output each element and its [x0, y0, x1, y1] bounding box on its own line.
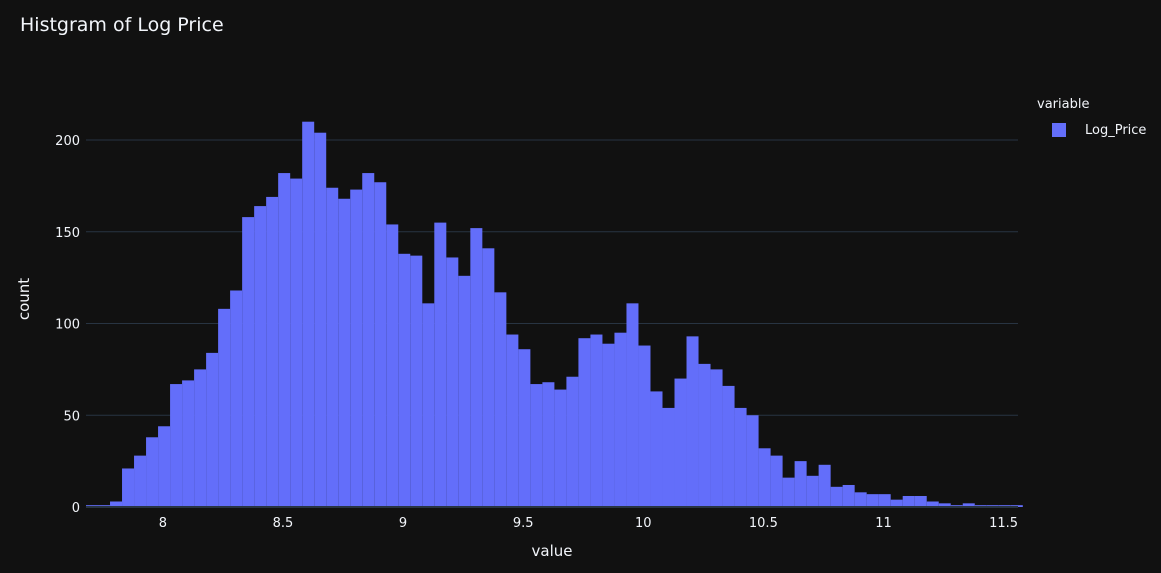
histogram-bar[interactable]: [602, 343, 615, 507]
histogram-bar[interactable]: [350, 189, 363, 507]
histogram-bar[interactable]: [566, 376, 579, 507]
histogram-bar[interactable]: [278, 173, 291, 507]
legend-item-log-price[interactable]: Log_Price: [1052, 120, 1146, 140]
histogram-bar[interactable]: [794, 461, 807, 507]
x-tick-label: 11: [875, 516, 892, 531]
histogram-bar[interactable]: [962, 503, 975, 507]
histogram-bar[interactable]: [230, 290, 243, 507]
histogram-bar[interactable]: [866, 494, 879, 507]
histogram-bar[interactable]: [614, 332, 627, 507]
histogram-bar[interactable]: [470, 228, 483, 507]
histogram-bar[interactable]: [146, 437, 159, 507]
y-tick-label: 50: [63, 409, 80, 424]
histogram-bar[interactable]: [302, 121, 315, 508]
x-tick-label: 11.5: [989, 516, 1018, 531]
x-tick-label: 9: [399, 516, 407, 531]
histogram-bar[interactable]: [206, 352, 219, 507]
histogram-bar[interactable]: [638, 345, 651, 507]
histogram-bar[interactable]: [830, 486, 843, 507]
y-tick-label: 100: [55, 318, 80, 333]
y-tick-label: 200: [55, 134, 80, 149]
histogram-bar[interactable]: [518, 349, 531, 507]
histogram-bar[interactable]: [662, 407, 675, 507]
histogram-bar[interactable]: [734, 407, 747, 507]
histogram-bar[interactable]: [818, 464, 831, 507]
histogram-bar[interactable]: [854, 492, 867, 507]
y-tick-label: 150: [55, 226, 80, 241]
histogram-bar[interactable]: [674, 378, 687, 507]
histogram-bar[interactable]: [722, 385, 735, 507]
histogram-bar[interactable]: [182, 380, 195, 507]
legend-title: variable: [1037, 97, 1090, 112]
histogram-bar[interactable]: [542, 382, 555, 507]
x-axis-title: value: [532, 542, 573, 560]
histogram-bar[interactable]: [242, 217, 255, 507]
histogram-bar[interactable]: [134, 455, 147, 507]
histogram-bar[interactable]: [758, 448, 771, 507]
bars-layer: [86, 121, 1023, 508]
histogram-bar[interactable]: [590, 334, 603, 507]
histogram-bar[interactable]: [386, 224, 399, 507]
histogram-bar[interactable]: [878, 494, 891, 507]
histogram-bar[interactable]: [554, 389, 567, 507]
chart-title: Histgram of Log Price: [20, 14, 224, 36]
histogram-bar[interactable]: [374, 182, 387, 508]
histogram-bar[interactable]: [842, 484, 855, 507]
x-tick-label: 10.5: [749, 516, 778, 531]
histogram-bar[interactable]: [770, 455, 783, 507]
legend-label: Log_Price: [1085, 122, 1147, 138]
histogram-bar[interactable]: [782, 477, 795, 507]
histogram-bar[interactable]: [458, 275, 471, 507]
histogram-bar[interactable]: [338, 198, 351, 507]
histogram-bar[interactable]: [266, 196, 279, 507]
histogram-bar[interactable]: [254, 206, 267, 508]
x-tick-label: 10: [635, 516, 652, 531]
histogram-bar[interactable]: [434, 222, 447, 507]
legend-swatch: [1052, 123, 1066, 137]
histogram-bar[interactable]: [578, 338, 591, 507]
x-tick-label: 8: [159, 516, 167, 531]
x-tick-label: 8.5: [273, 516, 294, 531]
histogram-bar[interactable]: [362, 173, 375, 507]
x-tick-labels: 8 8.5 9 9.5 10 10.5 11 11.5: [159, 516, 1018, 531]
histogram-bar[interactable]: [902, 495, 915, 507]
histogram-bar[interactable]: [290, 178, 303, 507]
histogram-bar[interactable]: [806, 475, 819, 507]
histogram-bar[interactable]: [422, 303, 435, 507]
histogram-bar[interactable]: [446, 257, 459, 507]
histogram-bar[interactable]: [710, 369, 723, 507]
histogram-bar[interactable]: [530, 384, 543, 507]
histogram-bar[interactable]: [938, 503, 951, 507]
y-tick-label: 0: [72, 501, 80, 516]
x-tick-label: 9.5: [513, 516, 534, 531]
histogram-bar[interactable]: [650, 391, 663, 507]
histogram-bar[interactable]: [398, 253, 411, 507]
histogram-bar[interactable]: [626, 303, 639, 507]
y-axis-title: count: [15, 278, 33, 320]
histogram-bar[interactable]: [686, 336, 699, 507]
histogram-bar[interactable]: [494, 292, 507, 507]
histogram-bar[interactable]: [218, 308, 231, 507]
histogram-bar[interactable]: [314, 132, 327, 507]
y-tick-labels: 0 50 100 150 200: [55, 134, 80, 516]
histogram-bar[interactable]: [326, 187, 339, 507]
histogram-bar[interactable]: [698, 363, 711, 507]
histogram-bar[interactable]: [890, 499, 903, 507]
histogram-bar[interactable]: [170, 384, 183, 507]
histogram-bar[interactable]: [194, 369, 207, 507]
histogram-bar[interactable]: [914, 495, 927, 507]
histogram-bar[interactable]: [410, 255, 423, 507]
histogram-bar[interactable]: [746, 415, 759, 507]
histogram-bar[interactable]: [110, 501, 123, 507]
histogram-bar[interactable]: [506, 334, 519, 507]
histogram-bar[interactable]: [482, 248, 495, 507]
histogram-bar[interactable]: [122, 468, 135, 507]
histogram-bar[interactable]: [926, 501, 939, 507]
histogram-bar[interactable]: [158, 426, 171, 507]
